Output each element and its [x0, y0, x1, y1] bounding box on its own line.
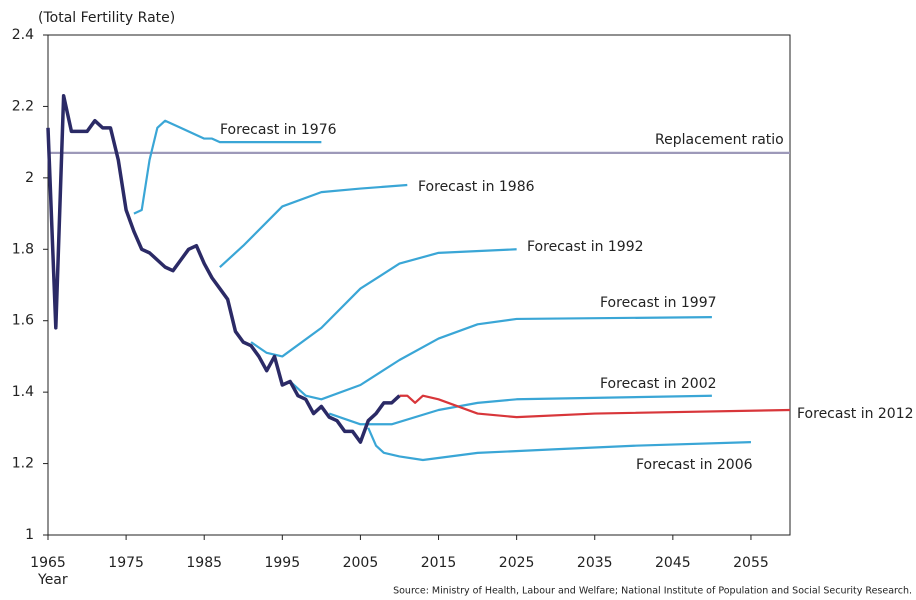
series-line — [399, 394, 791, 419]
series-label: Forecast in 2002 — [600, 376, 717, 392]
y-tick-label: 2 — [25, 170, 34, 186]
x-tick-label: 1995 — [264, 555, 300, 571]
series-line — [289, 316, 712, 401]
series-label: Replacement ratio — [655, 132, 784, 148]
series-label: Forecast in 2012 — [797, 406, 914, 422]
x-tick-label: 2055 — [733, 555, 769, 571]
y-tick-label: 1.8 — [12, 241, 34, 257]
x-tick-label: 2025 — [499, 555, 535, 571]
x-tick-label: 2035 — [577, 555, 613, 571]
x-tick-label: 2045 — [655, 555, 691, 571]
plot-frame — [47, 34, 791, 536]
y-axis-label: (Total Fertility Rate) — [38, 10, 175, 26]
y-tick-label: 1.4 — [12, 384, 34, 400]
series-label: Forecast in 1986 — [418, 179, 535, 195]
series-line — [46, 93, 401, 444]
x-tick-label: 2005 — [343, 555, 379, 571]
y-tick-label: 1 — [25, 527, 34, 543]
series-label: Forecast in 2006 — [636, 457, 753, 473]
x-tick-label: 2015 — [421, 555, 457, 571]
series-line — [250, 248, 517, 358]
x-tick-label: 1975 — [108, 555, 144, 571]
y-tick-label: 1.2 — [12, 456, 34, 472]
series-label: Forecast in 1992 — [527, 239, 644, 255]
series-line — [328, 394, 712, 426]
x-tick-label: 1985 — [186, 555, 222, 571]
series-line — [133, 119, 322, 215]
series-label: Forecast in 1997 — [600, 295, 717, 311]
y-tick-label: 2.4 — [12, 27, 34, 43]
x-tick-label: 1965 — [30, 555, 66, 571]
x-axis-label: Year — [37, 572, 68, 588]
series-label: Forecast in 1976 — [220, 122, 337, 138]
series-line — [219, 183, 408, 268]
source-note: Source: Ministry of Health, Labour and W… — [393, 586, 912, 597]
series-line — [367, 427, 751, 462]
y-tick-label: 1.6 — [12, 313, 34, 329]
y-tick-label: 2.2 — [12, 98, 34, 114]
